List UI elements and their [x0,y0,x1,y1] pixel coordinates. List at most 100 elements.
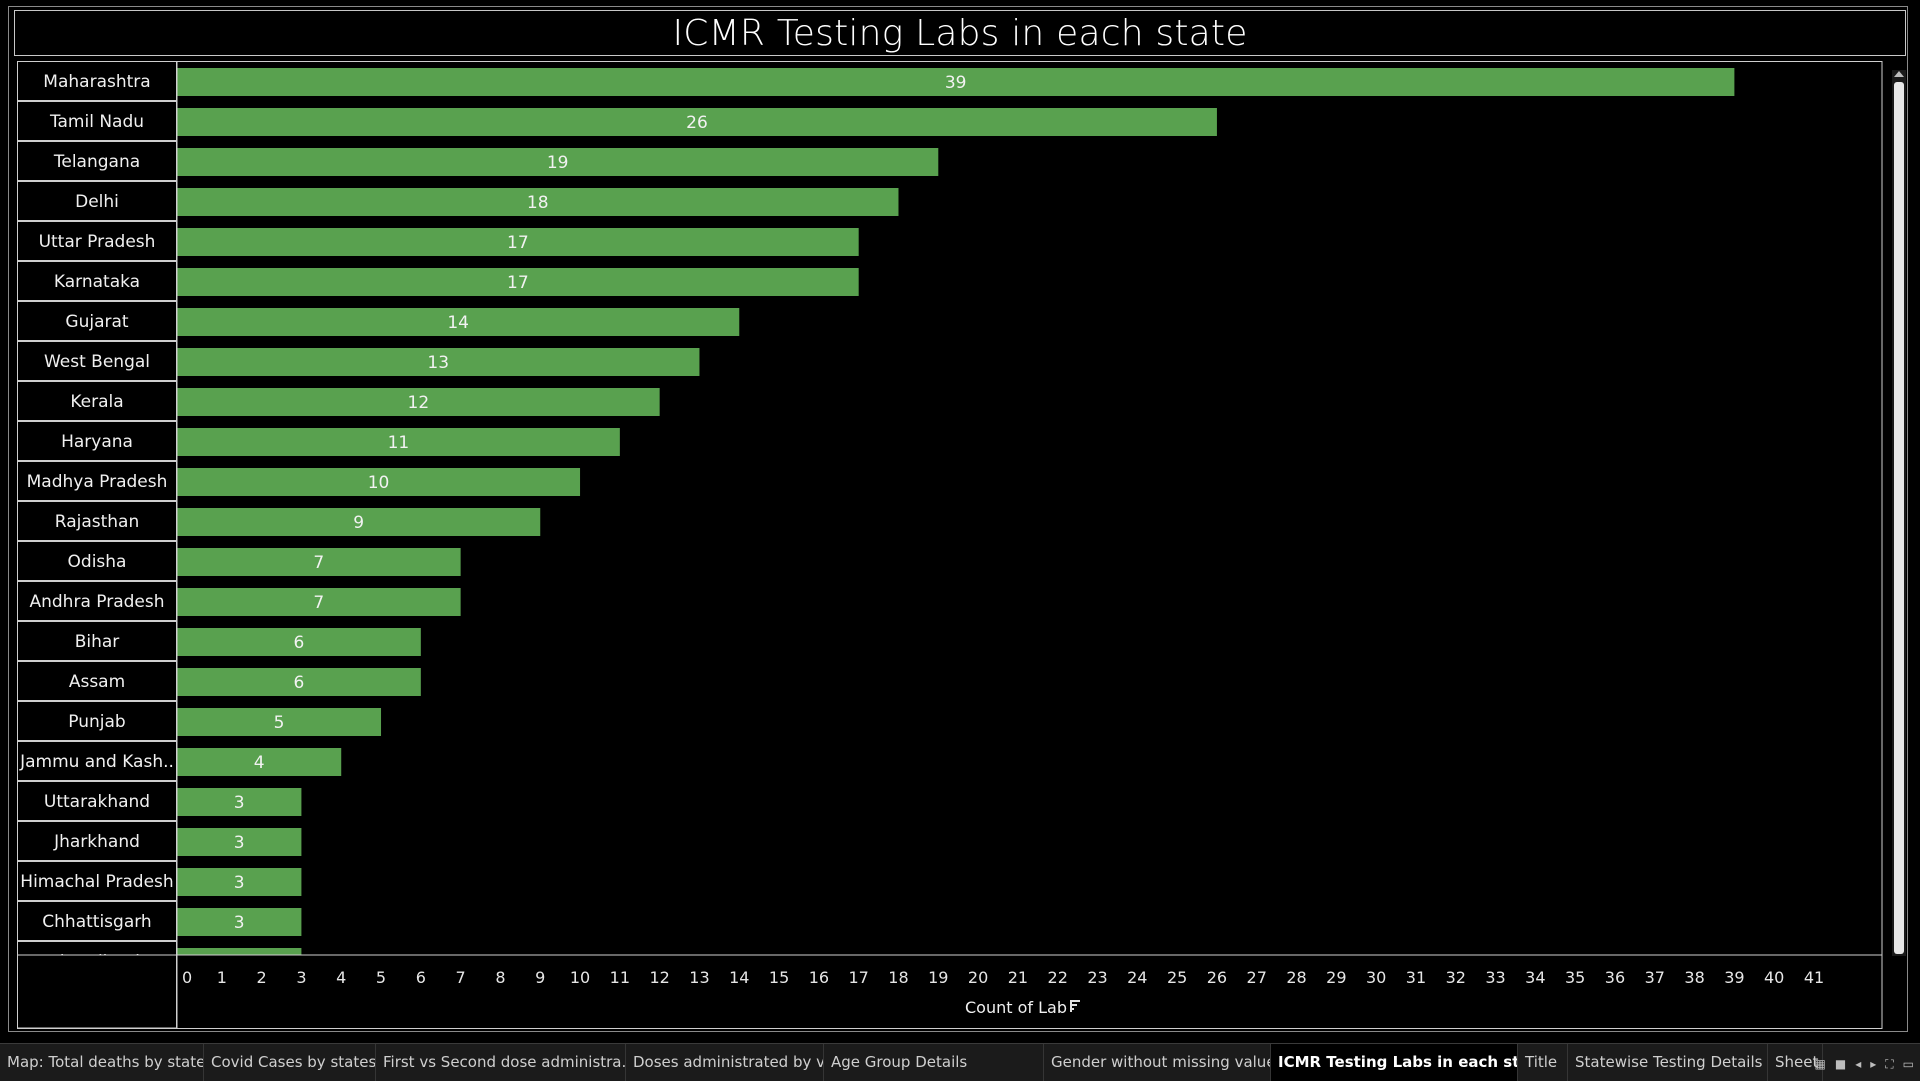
x-tick-label: 39 [1724,968,1744,987]
bar[interactable] [177,748,342,776]
x-tick-label: 2 [257,968,267,987]
sheet-tab[interactable]: Statewise Testing Details [1568,1044,1768,1081]
scroll-up-icon[interactable] [1894,71,1904,77]
x-axis-label[interactable]: Count of Lab [965,998,1067,1017]
row-label[interactable]: Maharashtra [43,72,150,92]
bar[interactable] [177,948,302,976]
row-label[interactable]: Rajasthan [55,512,140,532]
bar[interactable] [177,108,1217,136]
bar[interactable] [177,548,461,576]
row-label[interactable]: Gujarat [65,312,128,332]
bar[interactable] [177,348,700,376]
presentation-icon[interactable]: ▭ [1902,1057,1914,1071]
sheet-tab[interactable]: Doses administrated by vaccine [626,1044,824,1081]
arrow-left-icon[interactable]: ◂ [1855,1057,1862,1071]
bar-value-label: 39 [945,73,967,93]
bar[interactable] [177,388,660,416]
bar[interactable] [177,428,620,456]
row-label[interactable]: Uttarakhand [44,792,150,812]
bar[interactable] [177,868,302,896]
x-tick-label: 28 [1286,968,1306,987]
x-tick-label: 3 [296,968,306,987]
arrow-right-icon[interactable]: ▸ [1870,1057,1877,1071]
bar-value-label: 7 [313,553,324,573]
bar[interactable] [177,228,859,256]
row-label-cell [17,581,177,621]
x-tick-label: 16 [809,968,829,987]
bar[interactable] [177,508,541,536]
x-tick-label: 38 [1684,968,1704,987]
x-tick-label: 4 [336,968,346,987]
row-label[interactable]: Karnataka [54,272,140,292]
sheet-tab[interactable]: First vs Second dose administra... [376,1044,626,1081]
fullscreen-icon[interactable]: ⛶ [1885,1057,1894,1071]
bar[interactable] [177,788,302,816]
row-label-cell [17,541,177,581]
chart-title-box: ICMR Testing Labs in each state [14,10,1906,56]
bar[interactable] [177,708,382,736]
row-label[interactable]: Jharkhand [53,832,140,852]
row-label[interactable]: West Bengal [44,352,150,372]
row-label[interactable]: Punjab [68,712,125,732]
x-tick-label: 18 [888,968,908,987]
sheet-tab[interactable]: Map: Total deaths by state [0,1044,204,1081]
bar[interactable] [177,828,302,856]
row-label[interactable]: Odisha [68,552,127,572]
row-label[interactable]: Uttar Pradesh [39,232,156,252]
dashboard-frame [8,6,1908,1032]
row-label[interactable]: Telangana [53,152,140,172]
x-tick-label: 5 [376,968,386,987]
sort-icon[interactable] [1070,1000,1080,1012]
x-tick-label: 19 [928,968,948,987]
grid-view-icon[interactable]: ▦ [1814,1057,1826,1071]
sheet-tab[interactable]: Covid Cases by states [204,1044,376,1081]
bar[interactable] [177,588,461,616]
list-view-icon[interactable]: ■ [1834,1057,1847,1071]
row-label[interactable]: Tamil Nadu [49,112,144,132]
row-label-cell [17,621,177,661]
bar[interactable] [177,468,581,496]
bar[interactable] [177,268,859,296]
row-label[interactable]: Andhra Pradesh [29,592,164,612]
x-tick-label: 36 [1605,968,1625,987]
row-label[interactable]: Chandigarh [48,952,146,972]
row-label[interactable]: Himachal Pradesh [20,872,173,892]
row-label[interactable]: Chhattisgarh [42,912,151,932]
vertical-scrollbar-thumb[interactable] [1894,82,1904,954]
bar-value-label: 3 [234,953,245,973]
bar-value-label: 17 [507,273,529,293]
x-tick-label: 17 [849,968,869,987]
x-tick-label: 9 [535,968,545,987]
bar-value-label: 19 [547,153,569,173]
bar[interactable] [177,908,302,936]
row-label[interactable]: Madhya Pradesh [27,472,168,492]
row-label-cell [17,261,177,301]
sheet-tab[interactable]: ICMR Testing Labs in each state [1271,1044,1518,1081]
bar[interactable] [177,668,421,696]
sheet-tab[interactable]: Sheet [1768,1044,1823,1081]
bar-value-label: 4 [254,753,265,773]
row-label[interactable]: Bihar [75,632,120,652]
bar[interactable] [177,188,899,216]
bar[interactable] [177,68,1735,96]
bar-value-label: 10 [368,473,390,493]
bar-value-label: 14 [447,313,469,333]
row-label[interactable]: Delhi [75,192,119,212]
sheet-tab[interactable]: Age Group Details [824,1044,1044,1081]
x-tick-label: 23 [1087,968,1107,987]
bar[interactable] [177,148,939,176]
x-tick-label: 21 [1008,968,1028,987]
row-label-cell [17,301,177,341]
row-label[interactable]: Haryana [61,432,133,452]
bar[interactable] [177,628,421,656]
bar[interactable] [177,308,740,336]
row-label[interactable]: Kerala [70,392,123,412]
x-tick-label: 24 [1127,968,1147,987]
sheet-tab[interactable]: Title [1518,1044,1568,1081]
x-tick-label: 25 [1167,968,1187,987]
chart-pane-border [17,61,1883,1029]
sheet-tab[interactable]: Gender without missing value [1044,1044,1271,1081]
row-label-cell [17,661,177,701]
row-label[interactable]: Jammu and Kash.. [19,752,174,772]
row-label[interactable]: Assam [69,672,125,692]
